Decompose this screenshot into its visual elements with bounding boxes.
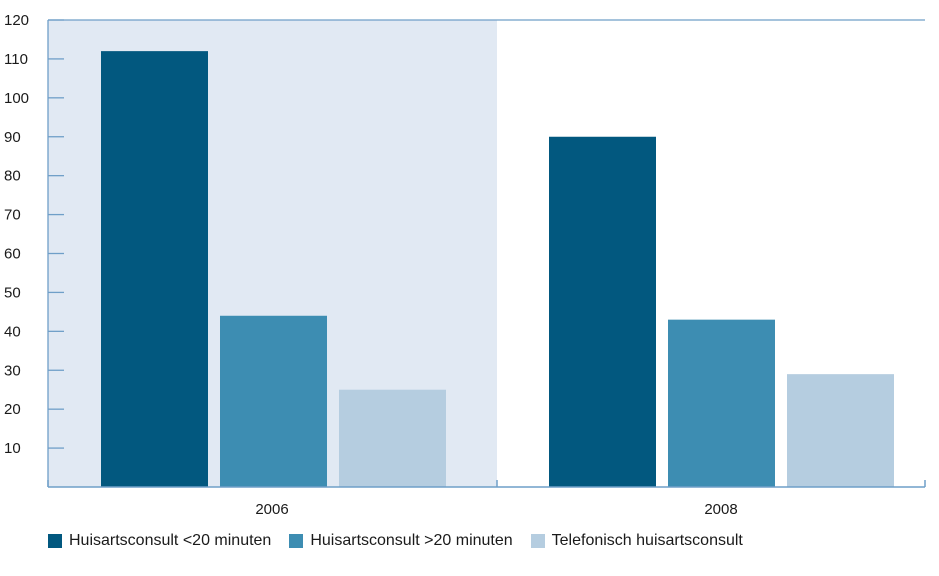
y-tick-label: 50 (4, 284, 21, 301)
y-tick-label: 40 (4, 323, 21, 340)
y-tick-label: 120 (4, 12, 29, 29)
bar (668, 319, 775, 487)
legend-item: Huisartsconsult >20 minuten (289, 532, 513, 550)
y-tick-label: 20 (4, 401, 21, 418)
bars (101, 51, 894, 488)
y-axis: 10 20 30 40 50 60 70 80 90 100 110 120 (4, 12, 925, 487)
legend-label: Huisartsconsult <20 minuten (69, 532, 272, 549)
legend-swatch (530, 534, 545, 548)
bar (549, 136, 656, 487)
x-tick-label: 2006 (255, 501, 288, 518)
legend: Huisartsconsult <20 minuten Huisartscons… (48, 532, 761, 550)
y-tick-label: 90 (4, 129, 21, 146)
legend-item: Telefonisch huisartsconsult (530, 532, 743, 550)
y-tick-label: 60 (4, 246, 21, 263)
legend-label: Telefonisch huisartsconsult (551, 532, 743, 549)
legend-swatch (48, 534, 62, 548)
y-tick-label: 30 (4, 362, 21, 379)
x-axis: 2006 2008 (47, 480, 926, 518)
legend-item: Huisartsconsult <20 minuten (48, 532, 271, 550)
bar (339, 389, 446, 487)
legend-swatch (289, 534, 304, 548)
y-tick-label: 70 (4, 207, 21, 224)
y-tick-label: 100 (4, 90, 29, 107)
y-tick-label: 10 (4, 440, 21, 457)
bar (101, 51, 208, 488)
y-tick-label: 110 (4, 51, 28, 68)
x-tick-label: 2008 (704, 501, 737, 518)
y-tick-label: 80 (4, 168, 21, 185)
bar (220, 315, 327, 487)
bar-chart: 10 20 30 40 50 60 70 80 90 100 110 120 2006 2008 (4, 12, 926, 518)
bar (787, 374, 894, 487)
legend-label: Huisartsconsult >20 minuten (310, 532, 513, 549)
